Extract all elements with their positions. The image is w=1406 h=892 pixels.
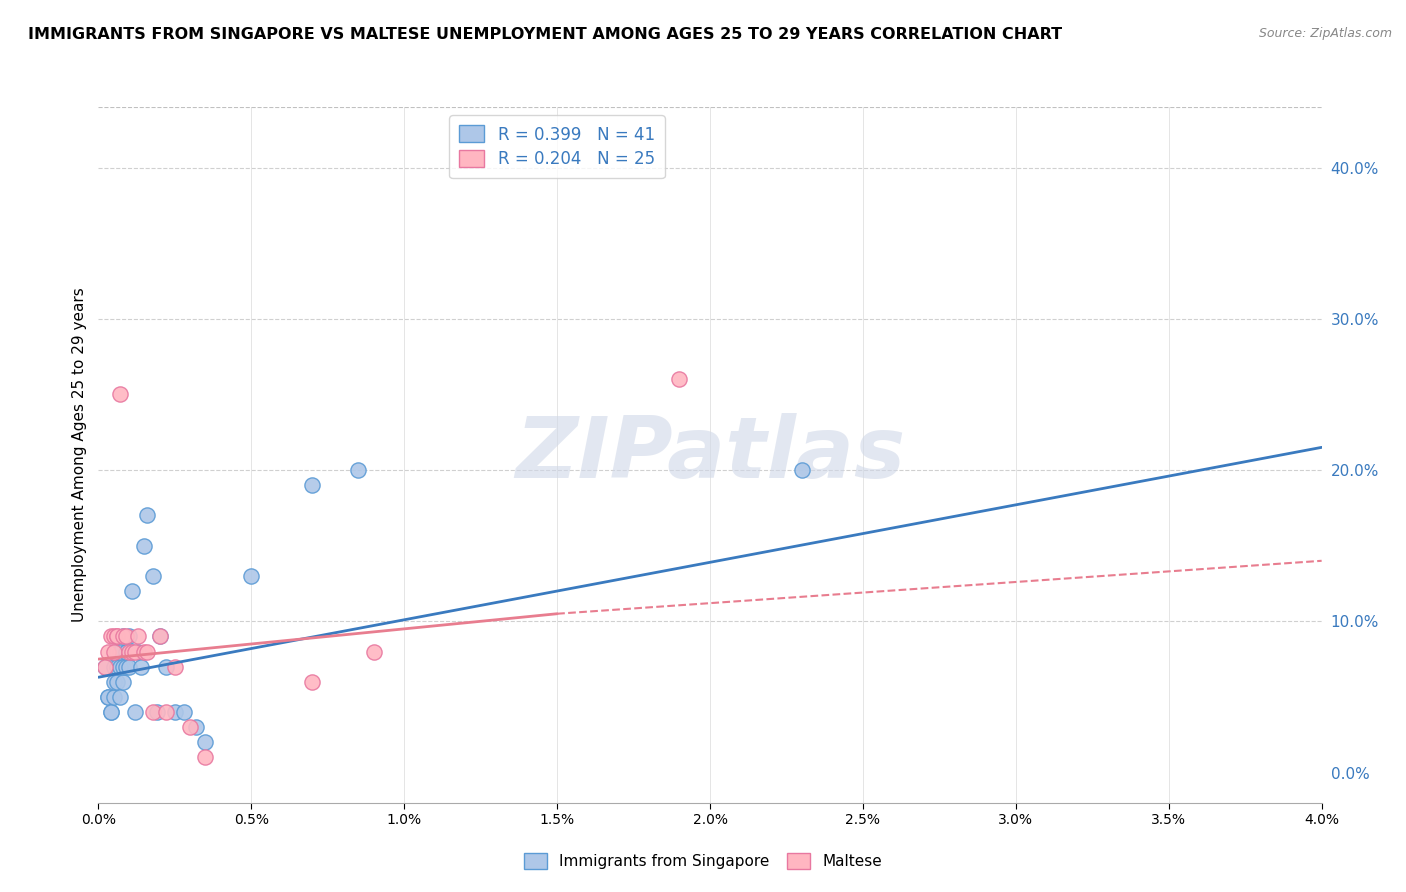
Point (103, 659, 125, 673)
Point (186, 720, 208, 734)
Text: Source: ZipAtlas.com: Source: ZipAtlas.com (1258, 27, 1392, 40)
Point (790, 463, 813, 477)
Point (179, 720, 201, 734)
Point (127, 644, 149, 658)
Point (136, 508, 159, 523)
Point (194, 750, 217, 764)
Point (111, 629, 134, 643)
Point (124, 705, 146, 719)
Point (121, 644, 143, 658)
Point (108, 690, 131, 704)
Point (100, 629, 122, 643)
Point (301, 478, 323, 492)
Point (93, 659, 115, 673)
Point (111, 674, 134, 689)
Legend: Immigrants from Singapore, Maltese: Immigrants from Singapore, Maltese (517, 847, 889, 875)
Point (103, 644, 125, 658)
Point (100, 705, 122, 719)
Point (163, 659, 186, 673)
Point (142, 705, 165, 719)
Legend: R = 0.399   N = 41, R = 0.204   N = 25: R = 0.399 N = 41, R = 0.204 N = 25 (450, 115, 665, 178)
Point (127, 629, 149, 643)
Point (118, 629, 141, 643)
Point (105, 644, 128, 658)
Point (118, 644, 141, 658)
Point (301, 674, 323, 689)
Point (118, 659, 141, 673)
Point (108, 644, 131, 658)
Point (129, 659, 152, 673)
Point (155, 659, 177, 673)
Point (194, 735, 217, 749)
Point (134, 644, 156, 658)
Point (149, 629, 172, 643)
Point (240, 569, 263, 583)
Point (115, 644, 138, 658)
Point (155, 705, 177, 719)
Point (134, 539, 156, 553)
Point (363, 644, 385, 658)
Point (136, 644, 159, 658)
Point (347, 463, 370, 477)
Point (145, 705, 167, 719)
Point (97, 690, 120, 704)
Point (121, 584, 143, 599)
Point (103, 674, 125, 689)
Point (115, 659, 138, 673)
Point (105, 659, 128, 673)
Point (115, 629, 138, 643)
Point (108, 659, 131, 673)
Point (173, 705, 195, 719)
Point (105, 629, 128, 643)
Point (100, 705, 122, 719)
Point (97, 644, 120, 658)
Point (111, 629, 134, 643)
Point (668, 372, 690, 386)
Point (124, 644, 146, 658)
Point (121, 644, 143, 658)
Point (97, 690, 120, 704)
Point (105, 674, 128, 689)
Point (105, 644, 128, 658)
Point (105, 629, 128, 643)
Point (111, 659, 134, 673)
Point (142, 569, 165, 583)
Point (163, 705, 186, 719)
Text: ZIPatlas: ZIPatlas (515, 413, 905, 497)
Point (149, 629, 172, 643)
Y-axis label: Unemployment Among Ages 25 to 29 years: Unemployment Among Ages 25 to 29 years (72, 287, 87, 623)
Point (103, 690, 125, 704)
Point (108, 387, 131, 401)
Text: IMMIGRANTS FROM SINGAPORE VS MALTESE UNEMPLOYMENT AMONG AGES 25 TO 29 YEARS CORR: IMMIGRANTS FROM SINGAPORE VS MALTESE UNE… (28, 27, 1063, 42)
Point (103, 629, 125, 643)
Point (93, 659, 115, 673)
